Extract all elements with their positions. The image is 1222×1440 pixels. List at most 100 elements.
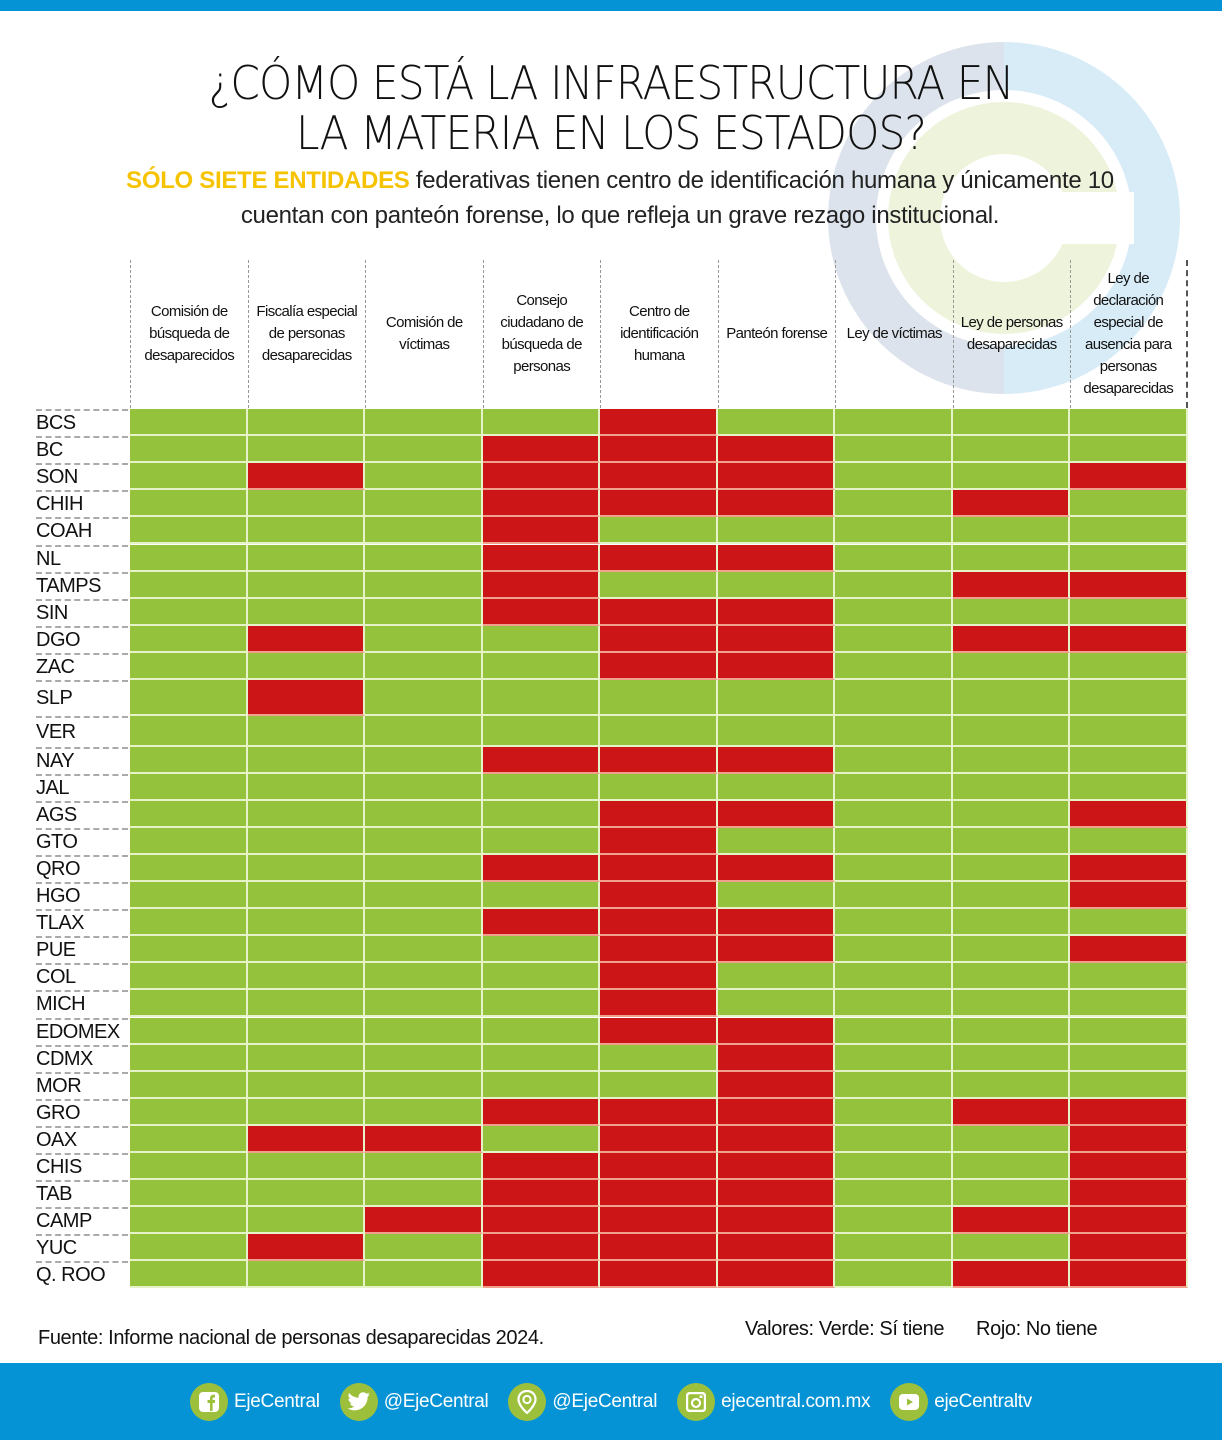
subtitle-highlight: SÓLO SIETE ENTIDADES — [126, 167, 410, 194]
cell-no-tiene — [482, 571, 600, 599]
cell-si-tiene — [482, 1125, 600, 1153]
cell-si-tiene — [835, 854, 953, 882]
cell-no-tiene — [482, 490, 600, 518]
cell-si-tiene — [365, 1153, 483, 1181]
cell-si-tiene — [130, 715, 248, 747]
cell-si-tiene — [247, 517, 365, 545]
cell-si-tiene — [835, 715, 953, 747]
twitter-label: @EjeCentral — [383, 1390, 489, 1412]
cell-si-tiene — [365, 1017, 483, 1045]
social-youtube[interactable]: ejeCentraltv — [890, 1382, 1032, 1421]
social-facebook[interactable]: EjeCentral — [190, 1382, 320, 1421]
cell-no-tiene — [600, 1153, 718, 1181]
cell-no-tiene — [717, 800, 835, 828]
cell-si-tiene — [835, 1017, 953, 1045]
row-label: GRO — [36, 1098, 128, 1126]
cell-si-tiene — [835, 1261, 953, 1289]
cell-si-tiene — [835, 963, 953, 991]
column-header: Comisión de búsqueda de desaparecidos — [130, 260, 248, 408]
cell-no-tiene — [600, 827, 718, 855]
social-periscope[interactable]: @EjeCentral — [508, 1382, 658, 1421]
cell-si-tiene — [717, 827, 835, 855]
cell-si-tiene — [835, 1234, 953, 1262]
cell-si-tiene — [130, 598, 248, 626]
periscope-label: @EjeCentral — [552, 1390, 658, 1412]
cell-si-tiene — [952, 715, 1070, 747]
cell-si-tiene — [247, 1153, 365, 1181]
cell-si-tiene — [600, 571, 718, 599]
cell-si-tiene — [365, 544, 483, 572]
row-label: SLP — [36, 680, 128, 716]
periscope-icon — [508, 1382, 547, 1421]
cell-si-tiene — [365, 936, 483, 964]
cell-no-tiene — [482, 909, 600, 937]
cell-si-tiene — [247, 963, 365, 991]
column-header: Panteón forense — [717, 260, 836, 408]
cell-no-tiene — [600, 1125, 718, 1153]
cell-no-tiene — [600, 625, 718, 653]
social-footer: EjeCentral @EjeCentral @EjeCentral ejece… — [0, 1363, 1222, 1440]
cell-no-tiene — [482, 1180, 600, 1208]
cell-si-tiene — [247, 773, 365, 801]
cell-si-tiene — [130, 463, 248, 491]
cell-no-tiene — [247, 463, 365, 491]
cell-no-tiene — [1070, 571, 1188, 599]
cell-si-tiene — [130, 680, 248, 716]
cell-si-tiene — [600, 773, 718, 801]
cell-si-tiene — [365, 409, 483, 437]
cell-si-tiene — [130, 1261, 248, 1289]
cell-si-tiene — [482, 936, 600, 964]
cell-no-tiene — [247, 1234, 365, 1262]
cell-no-tiene — [1070, 1098, 1188, 1126]
cell-no-tiene — [600, 490, 718, 518]
cell-si-tiene — [952, 1234, 1070, 1262]
cell-no-tiene — [482, 436, 600, 464]
cell-no-tiene — [600, 936, 718, 964]
cell-si-tiene — [482, 827, 600, 855]
cell-no-tiene — [717, 1180, 835, 1208]
cell-si-tiene — [365, 625, 483, 653]
cell-si-tiene — [247, 854, 365, 882]
cell-si-tiene — [835, 1098, 953, 1126]
cell-si-tiene — [835, 463, 953, 491]
cell-si-tiene — [1070, 1017, 1188, 1045]
cell-si-tiene — [247, 1044, 365, 1072]
cell-si-tiene — [835, 1044, 953, 1072]
cell-si-tiene — [835, 827, 953, 855]
cell-si-tiene — [835, 990, 953, 1018]
subtitle-line-1: federativas tienen centro de identificac… — [409, 167, 1114, 194]
row-label: GTO — [36, 827, 128, 855]
cell-si-tiene — [835, 1153, 953, 1181]
cell-si-tiene — [365, 854, 483, 882]
cell-no-tiene — [717, 490, 835, 518]
cell-no-tiene — [717, 463, 835, 491]
cell-no-tiene — [952, 625, 1070, 653]
cell-no-tiene — [1070, 882, 1188, 910]
cell-si-tiene — [835, 746, 953, 774]
cell-si-tiene — [130, 990, 248, 1018]
cell-no-tiene — [717, 909, 835, 937]
cell-si-tiene — [482, 409, 600, 437]
social-website[interactable]: ejecentral.com.mx — [677, 1382, 870, 1421]
cell-si-tiene — [365, 800, 483, 828]
cell-no-tiene — [482, 544, 600, 572]
title-line-1: ¿CÓMO ESTÁ LA INFRAESTRUCTURA EN — [208, 56, 1015, 110]
cell-si-tiene — [482, 1071, 600, 1099]
cell-si-tiene — [365, 1234, 483, 1262]
cell-si-tiene — [952, 1044, 1070, 1072]
cell-si-tiene — [600, 715, 718, 747]
cell-si-tiene — [835, 436, 953, 464]
cell-si-tiene — [835, 1071, 953, 1099]
row-label: CAMP — [36, 1207, 128, 1234]
cell-no-tiene — [482, 1261, 600, 1289]
cell-no-tiene — [952, 1207, 1070, 1235]
row-label: CHIH — [36, 490, 128, 517]
cell-si-tiene — [952, 1017, 1070, 1045]
social-twitter[interactable]: @EjeCentral — [339, 1382, 489, 1421]
row-label: Q. ROO — [36, 1261, 128, 1288]
cell-no-tiene — [717, 1234, 835, 1262]
cell-no-tiene — [717, 1044, 835, 1072]
cell-si-tiene — [952, 1125, 1070, 1153]
cell-si-tiene — [717, 517, 835, 545]
row-label: COL — [36, 963, 128, 990]
